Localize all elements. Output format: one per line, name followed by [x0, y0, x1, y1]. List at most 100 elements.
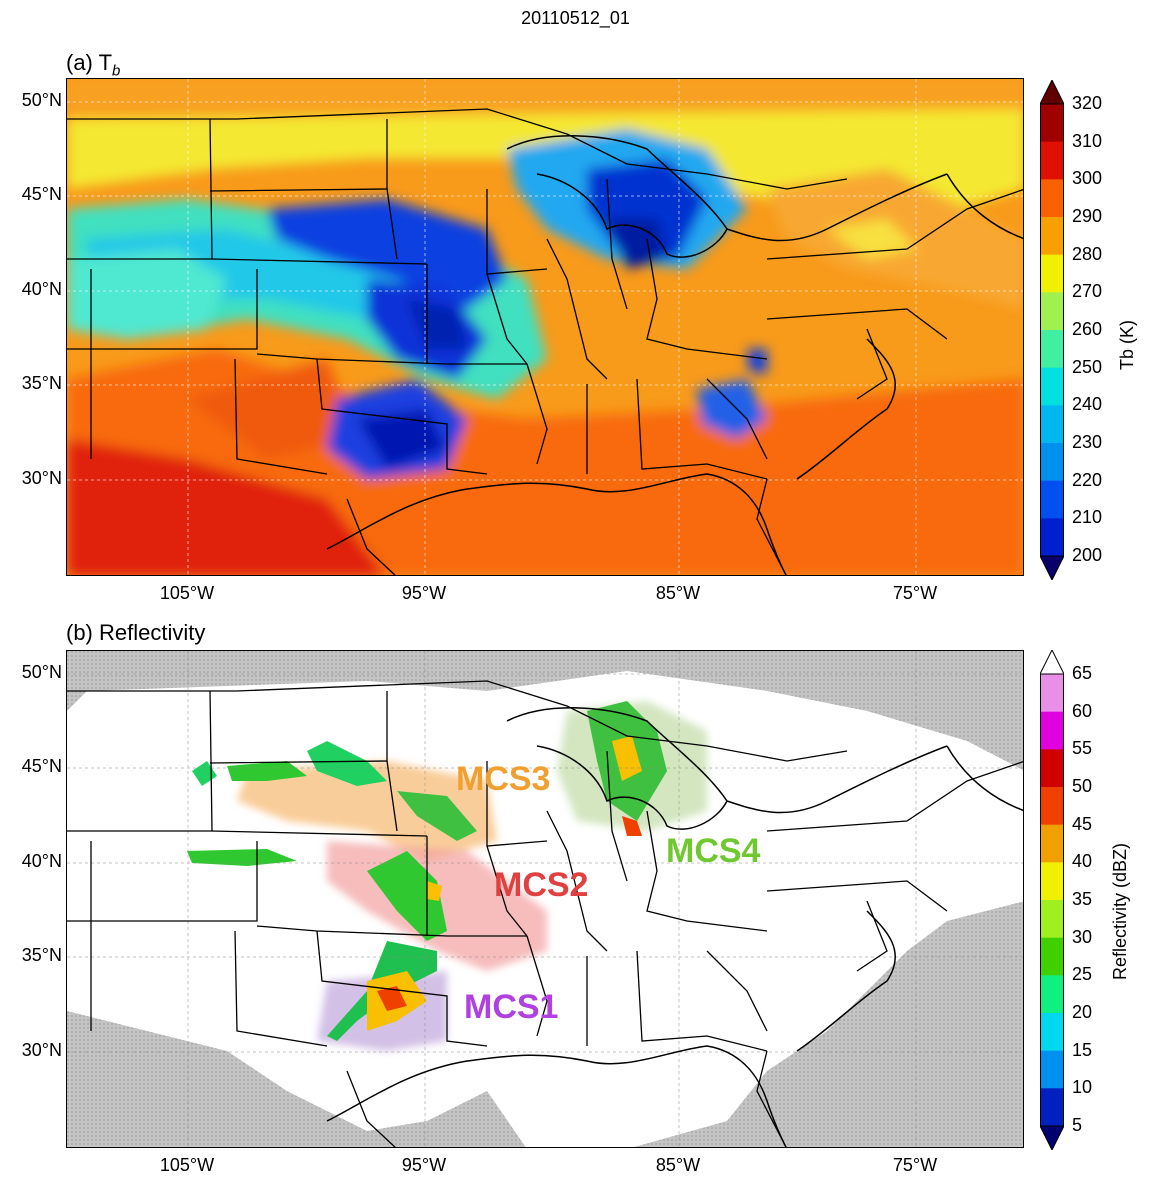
panel-b-lon-85: 85°W	[655, 1155, 701, 1175]
panel-a-title-text: (a) T	[66, 50, 113, 75]
tb-colorbar-label: Tb (K)	[1117, 319, 1137, 370]
tb-boundaries	[67, 108, 1023, 575]
colorbar-segment	[1040, 674, 1064, 713]
colorbar-segment	[1040, 1013, 1064, 1052]
panel-b-lat-35: 35°N	[21, 945, 62, 965]
colorbar-tick-label: 10	[1072, 1077, 1093, 1098]
panel-b-lat-45: 45°N	[21, 756, 62, 776]
colorbar-tick-label: 270	[1072, 281, 1103, 302]
colorbar-tick-label: 5	[1072, 1115, 1083, 1135]
reflectivity-gridlines	[67, 651, 1023, 1147]
colorbar-segment	[1040, 518, 1064, 557]
colorbar-segment	[1040, 179, 1064, 218]
tb-colorbar-scale	[1040, 80, 1064, 580]
colorbar-tick-label: 50	[1072, 776, 1093, 796]
colorbar-outline	[1040, 103, 1064, 557]
panel-b-lat-40: 40°N	[21, 851, 62, 871]
colorbar-tick-label: 250	[1072, 356, 1103, 377]
panel-a-lon-95: 95°W	[401, 583, 447, 603]
panel-b-lon-105: 105°W	[159, 1155, 215, 1175]
colorbar-tick-label: 20	[1072, 1002, 1093, 1022]
colorbar-segment	[1040, 900, 1064, 939]
colorbar-tick-label: 30	[1072, 926, 1093, 947]
colorbar-segment	[1040, 367, 1064, 406]
panel-b-title: (b) Reflectivity	[66, 620, 206, 645]
colorbar-tick-label: 210	[1072, 507, 1103, 528]
colorbar-segment	[1040, 330, 1064, 369]
panel-a-lon-85: 85°W	[655, 583, 701, 603]
reflectivity-map	[66, 650, 1024, 1148]
colorbar-tick-label: 40	[1072, 851, 1093, 872]
mcs4-label: MCS4	[666, 832, 760, 871]
mcs1-label: MCS1	[464, 988, 558, 1027]
colorbar-segment	[1040, 104, 1064, 143]
colorbar-segment	[1040, 292, 1064, 331]
mcs1-label-text: MCS1	[464, 988, 559, 1026]
panel-a-lat-35: 35°N	[21, 373, 62, 393]
colorbar-segment	[1040, 405, 1064, 444]
colorbar-segment	[1040, 254, 1064, 293]
colorbar-segment	[1040, 749, 1064, 788]
panel-b-lon-95: 95°W	[401, 1155, 447, 1175]
colorbar-tick-label: 320	[1072, 93, 1103, 113]
colorbar-tick-label: 220	[1072, 469, 1103, 490]
colorbar-tick-label: 290	[1072, 206, 1103, 226]
panel-a-lat-30: 30°N	[21, 468, 62, 488]
panel-a-lon-105: 105°W	[159, 583, 215, 603]
colorbar-segment	[1040, 824, 1064, 863]
panel-a-lat-40: 40°N	[21, 279, 62, 299]
mcs2-label-text: MCS2	[494, 866, 589, 904]
colorbar-segment	[1040, 937, 1064, 976]
colorbar-segment	[1040, 1088, 1064, 1127]
panel-a-title: (a) Tb	[66, 50, 120, 79]
panel-b-lat-30: 30°N	[21, 1040, 62, 1060]
colorbar-tick-label: 280	[1072, 243, 1103, 264]
colorbar-tick-label: 240	[1072, 394, 1103, 415]
colorbar-outline	[1040, 673, 1064, 1127]
colorbar-segment	[1040, 1050, 1064, 1089]
colorbar-segment	[1040, 975, 1064, 1014]
colorbar-bottom-arrow	[1040, 555, 1064, 580]
tb-gridlines	[67, 79, 1023, 575]
mcs4-label-text: MCS4	[666, 832, 761, 870]
colorbar-tick-label: 300	[1072, 168, 1103, 189]
radar-coverage-southwest	[147, 941, 227, 1021]
reflectivity-coastline	[326, 707, 1023, 1147]
colorbar-tick-label: 25	[1072, 964, 1093, 985]
colorbar-segment	[1040, 141, 1064, 180]
colorbar-tick-label: 35	[1072, 889, 1093, 909]
reflectivity-colorbar-label: Reflectivity (dBZ)	[1110, 842, 1130, 980]
colorbar-segment	[1040, 443, 1064, 482]
colorbar-segment	[1040, 217, 1064, 256]
colorbar-tick-label: 45	[1072, 813, 1093, 834]
mcs2-label: MCS2	[494, 866, 588, 905]
colorbar-tick-label: 310	[1072, 130, 1103, 151]
colorbar-tick-label: 60	[1072, 700, 1093, 721]
panel-b-lon-75: 75°W	[892, 1155, 938, 1175]
colorbar-tick-label: 15	[1072, 1039, 1093, 1060]
reflectivity-map-canvas	[67, 651, 1023, 1147]
colorbar-bottom-arrow	[1040, 1125, 1064, 1150]
tb-coastline	[326, 135, 1023, 575]
panel-a-lon-75: 75°W	[892, 583, 938, 603]
panel-b-lat-50: 50°N	[21, 662, 62, 682]
panel-a-lat-50: 50°N	[21, 90, 62, 110]
reflectivity-colorbar	[1040, 650, 1064, 1150]
colorbar-segment	[1040, 787, 1064, 826]
panel-a-title-subscript: b	[112, 62, 121, 80]
mcs3-label: MCS3	[456, 760, 550, 799]
radar-coverage-west	[82, 781, 142, 841]
panel-a-lat-45: 45°N	[21, 184, 62, 204]
colorbar-tick-label: 55	[1072, 738, 1093, 759]
tb-map-canvas	[67, 79, 1023, 575]
colorbar-tick-label: 260	[1072, 319, 1103, 339]
tb-colorbar	[1040, 80, 1064, 580]
tb-map	[66, 78, 1024, 576]
colorbar-tick-label: 230	[1072, 432, 1103, 452]
colorbar-top-arrow	[1040, 650, 1064, 675]
colorbar-tick-label: 200	[1072, 545, 1103, 565]
colorbar-top-arrow	[1040, 80, 1064, 105]
mcs3-label-text: MCS3	[456, 760, 551, 798]
reflectivity-colorbar-scale	[1040, 650, 1064, 1150]
colorbar-segment	[1040, 862, 1064, 901]
